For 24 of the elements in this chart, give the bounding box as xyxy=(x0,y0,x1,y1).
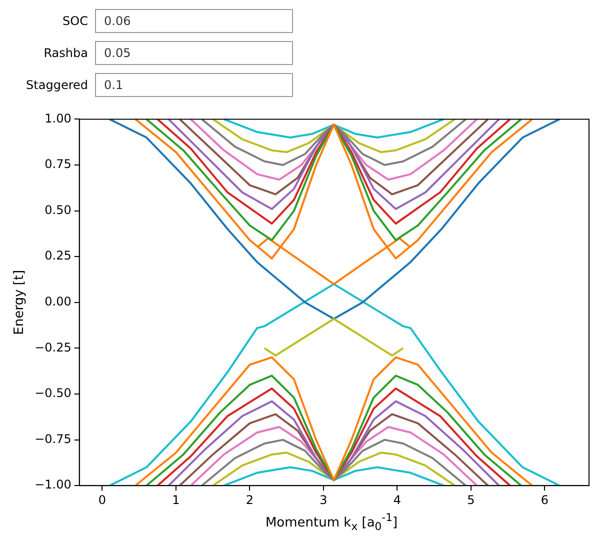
text-field: 0.06 xyxy=(95,9,293,33)
x-tick-label: 6 xyxy=(540,492,549,507)
y-tick-label: 0.50 xyxy=(44,202,72,217)
x-tick-label: 4 xyxy=(393,492,402,507)
text: Staggered xyxy=(25,78,89,92)
y-axis-title: Energy [t] xyxy=(12,270,28,335)
text-field: 0.05 xyxy=(95,41,293,65)
text: SOC xyxy=(62,14,89,28)
y-tick-label: 0.00 xyxy=(44,294,72,309)
text-field: 0.1 xyxy=(95,73,293,97)
y-tick-label: −0.75 xyxy=(34,432,72,446)
x-tick-label: 5 xyxy=(467,492,475,507)
x-axis-title: Momentum k$_{x}$ [a$_{0}$$^{-1}$] xyxy=(264,511,399,533)
y-tick-label: 0.25 xyxy=(44,248,72,263)
y-tick-label: 0.75 xyxy=(44,157,72,172)
x-tick-label: 0 xyxy=(98,492,106,507)
y-tick-label: −1.00 xyxy=(34,478,72,492)
x-tick-label: 1 xyxy=(172,492,180,507)
y-tick-label: −0.25 xyxy=(34,340,72,354)
x-tick-label: 3 xyxy=(320,492,328,507)
y-tick-label: 1.00 xyxy=(44,111,72,126)
text: Rashba xyxy=(42,46,89,60)
x-tick-label: 2 xyxy=(246,492,254,507)
y-tick-label: −0.50 xyxy=(34,386,72,400)
